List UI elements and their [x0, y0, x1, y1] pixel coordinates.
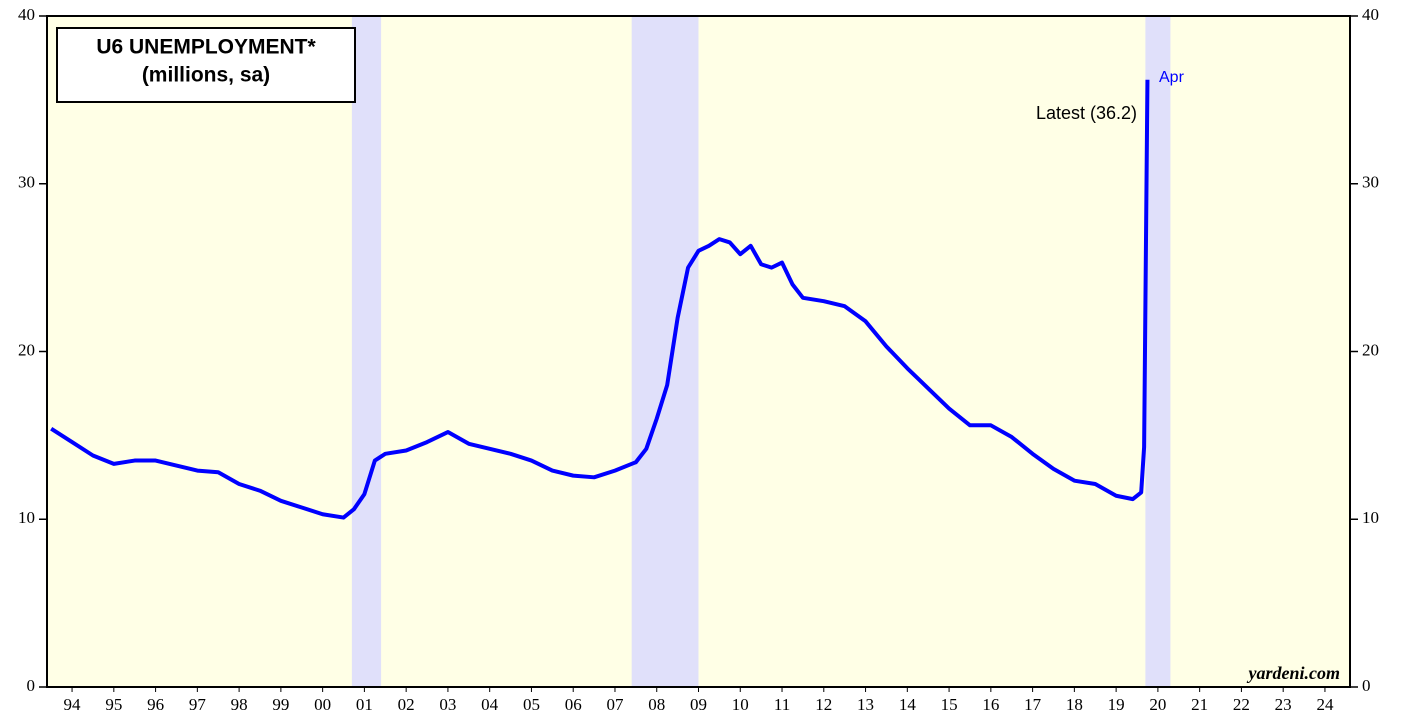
annotation: Apr: [1159, 69, 1185, 86]
x-tick-label: 95: [105, 695, 122, 714]
x-tick-label: 18: [1066, 695, 1083, 714]
x-tick-label: 94: [64, 695, 82, 714]
x-tick-label: 00: [314, 695, 331, 714]
y-tick-label: 0: [1362, 676, 1371, 695]
x-tick-label: 12: [815, 695, 832, 714]
y-tick-label: 30: [1362, 173, 1379, 192]
x-tick-label: 24: [1316, 695, 1334, 714]
x-tick-label: 11: [774, 695, 790, 714]
x-tick-label: 09: [690, 695, 707, 714]
x-tick-label: 13: [857, 695, 874, 714]
x-tick-label: 23: [1275, 695, 1292, 714]
x-tick-label: 19: [1108, 695, 1125, 714]
recession-band: [1145, 16, 1171, 687]
recession-band: [631, 16, 699, 687]
x-tick-label: 22: [1233, 695, 1250, 714]
x-tick-label: 07: [606, 695, 624, 714]
x-tick-label: 97: [189, 695, 207, 714]
source: yardeni.com: [1247, 663, 1341, 683]
recession-band: [351, 16, 382, 687]
x-tick-label: 21: [1191, 695, 1208, 714]
x-tick-label: 01: [356, 695, 373, 714]
y-tick-label: 20: [1362, 340, 1379, 359]
chart-title: U6 UNEMPLOYMENT*: [96, 36, 316, 59]
x-tick-label: 99: [272, 695, 289, 714]
annotation: Latest (36.2): [1036, 103, 1137, 123]
x-tick-label: 20: [1149, 695, 1166, 714]
x-tick-label: 03: [439, 695, 456, 714]
x-tick-label: 06: [565, 695, 582, 714]
chart-subtitle: (millions, sa): [142, 64, 270, 87]
x-tick-label: 17: [1024, 695, 1042, 714]
x-tick-label: 16: [982, 695, 999, 714]
y-tick-label: 30: [18, 173, 35, 192]
x-tick-label: 02: [398, 695, 415, 714]
x-tick-label: 08: [648, 695, 665, 714]
x-tick-label: 96: [147, 695, 164, 714]
y-tick-label: 0: [27, 676, 36, 695]
x-tick-label: 98: [231, 695, 248, 714]
x-tick-label: 14: [899, 695, 917, 714]
y-tick-label: 10: [1362, 508, 1379, 527]
data-line: [50, 79, 1150, 520]
y-tick-label: 20: [18, 340, 35, 359]
x-tick-label: 04: [481, 695, 499, 714]
y-tick-label: 10: [18, 508, 35, 527]
x-tick-label: 10: [732, 695, 749, 714]
y-tick-label: 40: [1362, 5, 1379, 24]
x-tick-label: 15: [941, 695, 958, 714]
title-box: [56, 27, 356, 103]
y-tick-label: 40: [18, 5, 35, 24]
x-tick-label: 05: [523, 695, 540, 714]
